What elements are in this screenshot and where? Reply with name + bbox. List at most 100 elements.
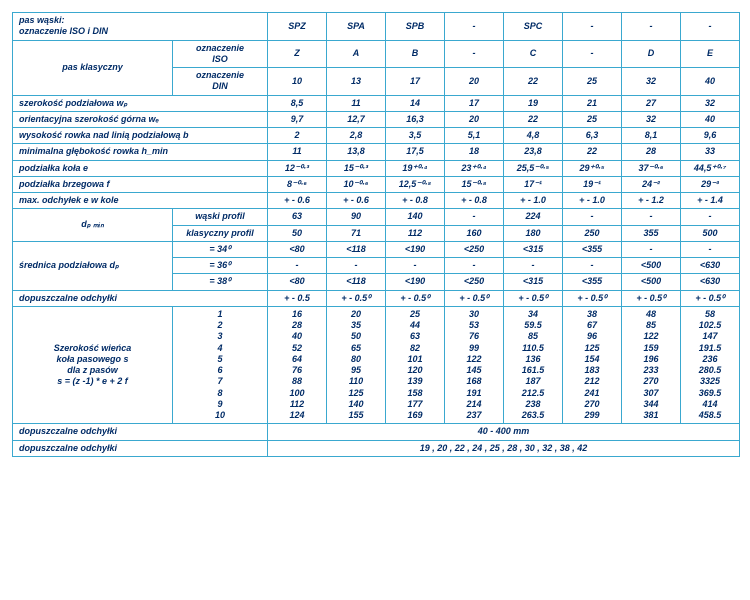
cell: - (563, 40, 622, 68)
vbelt-pulley-table: pas wąski:oznaczenie ISO i DINSPZSPASPB-… (12, 12, 740, 457)
row-e: podziałka koła e (13, 160, 268, 176)
cell: - (681, 13, 740, 41)
cell: 23⁺⁰·⁴ (445, 160, 504, 176)
cell: <500 (622, 274, 681, 290)
cell: 40 (681, 111, 740, 127)
cell: - (622, 13, 681, 41)
cell: wąski profil (173, 209, 268, 225)
rim-col-3: 30537699122145168191214237 (445, 306, 504, 424)
cell: SPA (327, 13, 386, 41)
rim-col-5: 386796125154183212241270299 (563, 306, 622, 424)
cell: <630 (681, 258, 740, 274)
cell: - (504, 258, 563, 274)
cell: - (622, 241, 681, 257)
cell: 37⁻⁰·⁶ (622, 160, 681, 176)
cell: 8,1 (622, 128, 681, 144)
cell: + - 0.8 (386, 193, 445, 209)
cell: 180 (504, 225, 563, 241)
cell: SPC (504, 13, 563, 41)
cell: - (268, 258, 327, 274)
row-tol2: dopuszczalne odchyłki (13, 424, 268, 440)
cell: - (563, 209, 622, 225)
cell: 17 (386, 68, 445, 96)
cell: 71 (327, 225, 386, 241)
cell: 32 (622, 111, 681, 127)
cell: 11 (268, 144, 327, 160)
cell: 90 (327, 209, 386, 225)
cell: 12,7 (327, 111, 386, 127)
cell: + - 1.0 (504, 193, 563, 209)
cell: klasyczny profil (173, 225, 268, 241)
row-maxe: max. odchyłek e w kole (13, 193, 268, 209)
cell: - (445, 40, 504, 68)
rim-col-7: 58102.5147191.5236280.53325369.5414458.5 (681, 306, 740, 424)
cell: 19⁻¹ (563, 176, 622, 192)
cell: + - 0.5⁰ (622, 290, 681, 306)
cell: <500 (622, 258, 681, 274)
cell: 10⁻⁰·⁶ (327, 176, 386, 192)
row-b: wysokość rowka nad linią podziałową b (13, 128, 268, 144)
cell: 2,8 (327, 128, 386, 144)
cell: - (445, 13, 504, 41)
cell: + - 0.5⁰ (563, 290, 622, 306)
cell: 8⁻⁰·⁶ (268, 176, 327, 192)
cell: <190 (386, 274, 445, 290)
cell: 10 (268, 68, 327, 96)
rim-col-1: 203550658095110125140155 (327, 306, 386, 424)
cell: + - 0.5⁰ (681, 290, 740, 306)
sub-din: oznaczenieDIN (173, 68, 268, 96)
cell: 14 (386, 95, 445, 111)
row-f: podziałka brzegowa f (13, 176, 268, 192)
cell: <250 (445, 241, 504, 257)
cell: 32 (622, 68, 681, 96)
cell: 13 (327, 68, 386, 96)
cell: C (504, 40, 563, 68)
cell: <315 (504, 241, 563, 257)
cell: 12,5⁻⁰·⁸ (386, 176, 445, 192)
cell: + - 0.5⁰ (504, 290, 563, 306)
cell: 13,8 (327, 144, 386, 160)
cell: 12⁻⁰·³ (268, 160, 327, 176)
cell: + - 0.6 (327, 193, 386, 209)
row-tol1: dopuszczalne odchyłki (13, 290, 268, 306)
cell: 22 (504, 68, 563, 96)
cell: 9,6 (681, 128, 740, 144)
cell: E (681, 40, 740, 68)
cell: D (622, 40, 681, 68)
cell: <250 (445, 274, 504, 290)
cell: 24⁻² (622, 176, 681, 192)
cell: + - 0.8 (445, 193, 504, 209)
cell: 40 (681, 68, 740, 96)
cell: <118 (327, 274, 386, 290)
cell: 2 (268, 128, 327, 144)
cell: 32 (681, 95, 740, 111)
cell: A (327, 40, 386, 68)
cell: 20 (445, 111, 504, 127)
cell: 8,5 (268, 95, 327, 111)
cell: + - 0.6 (268, 193, 327, 209)
cell: 16,3 (386, 111, 445, 127)
cell: - (563, 13, 622, 41)
row-narrow-label: pas wąski:oznaczenie ISO i DIN (13, 13, 268, 41)
cell: 11 (327, 95, 386, 111)
cell: 29⁺⁰·⁵ (563, 160, 622, 176)
cell: 21 (563, 95, 622, 111)
cell: 4,8 (504, 128, 563, 144)
cell: 19 (504, 95, 563, 111)
cell: <190 (386, 241, 445, 257)
cell: 19 , 20 , 22 , 24 , 25 , 28 , 30 , 32 , … (268, 440, 740, 456)
cell: + - 0.5⁰ (327, 290, 386, 306)
sub-iso: oznaczenieISO (173, 40, 268, 68)
row-we: orientacyjna szerokość górna wₑ (13, 111, 268, 127)
cell: 28 (622, 144, 681, 160)
cell: 20 (445, 68, 504, 96)
cell: 27 (622, 95, 681, 111)
rim-index: 12345678910 (173, 306, 268, 424)
cell: <80 (268, 241, 327, 257)
rim-col-4: 3459.585110.5136161.5187212.5238263.5 (504, 306, 563, 424)
cell: 140 (386, 209, 445, 225)
cell: <355 (563, 241, 622, 257)
cell: - (681, 241, 740, 257)
cell: 18 (445, 144, 504, 160)
cell: = 34⁰ (173, 241, 268, 257)
